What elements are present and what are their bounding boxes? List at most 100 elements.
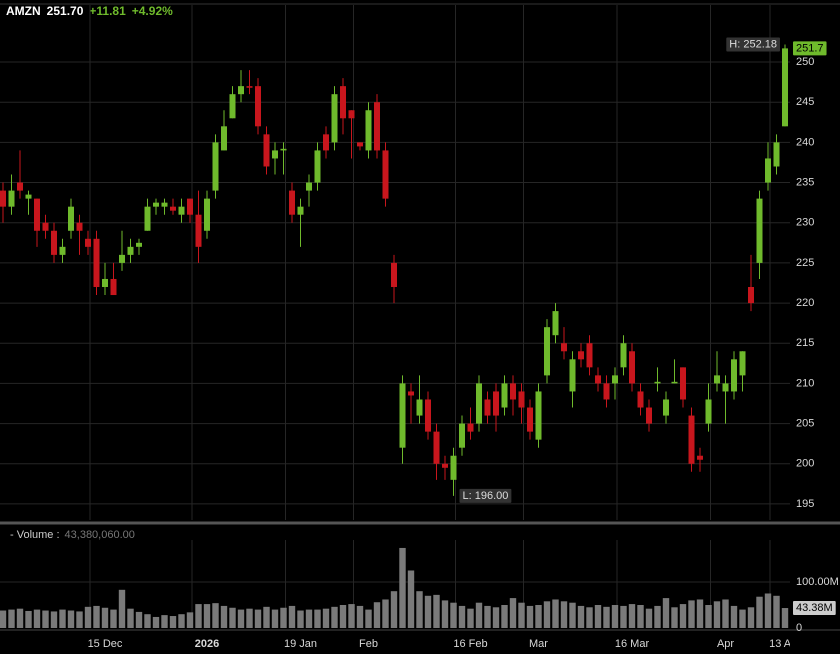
high-label-group: H: 252.18	[726, 37, 780, 52]
volume-bar	[560, 601, 568, 628]
volume-bar	[773, 595, 780, 628]
candle-body	[178, 206, 185, 215]
candle-body	[773, 142, 780, 167]
volume-bar	[688, 600, 695, 628]
last-price-tag: 251.7	[796, 42, 824, 54]
volume-bar	[271, 609, 279, 628]
candle-body	[416, 399, 423, 416]
candle-body	[195, 214, 202, 247]
candle-body	[646, 407, 652, 424]
candle-body	[365, 110, 372, 151]
volume-bar	[152, 616, 160, 628]
candle-body	[102, 278, 108, 288]
candle-body	[748, 287, 754, 304]
candle-body	[51, 230, 57, 255]
volume-bar	[0, 610, 7, 628]
volume-bar	[492, 607, 500, 628]
y-tick-label: 215	[796, 337, 814, 349]
candle-body	[255, 86, 261, 127]
y-tick-label: 245	[796, 96, 814, 108]
candle-body	[212, 142, 219, 191]
change-percent: +4.92%	[132, 4, 173, 18]
candle-body	[238, 86, 244, 95]
candle-body	[187, 198, 193, 215]
x-tick-label: 2026	[195, 638, 219, 650]
volume-bar	[458, 605, 466, 628]
candle-body	[731, 359, 737, 392]
volume-bar	[373, 602, 381, 628]
volume-bar	[679, 604, 687, 628]
candle-body	[25, 194, 32, 199]
volume-title: - Volume :	[10, 529, 60, 541]
candle-body	[136, 242, 142, 247]
candle-body	[705, 399, 712, 424]
x-tick-label: 16 Mar	[615, 638, 650, 650]
candle-body	[93, 238, 100, 288]
volume-bar	[101, 607, 109, 628]
x-tick-label: Feb	[359, 638, 378, 650]
candle-body	[433, 431, 440, 464]
candle-body	[450, 455, 457, 480]
volume-bar	[348, 604, 355, 628]
volume-bar	[135, 611, 143, 628]
candle-body	[620, 343, 627, 368]
candle-body	[739, 351, 746, 376]
volume-bar	[297, 610, 304, 628]
candle-body	[314, 150, 321, 183]
candle-body	[340, 86, 346, 119]
volume-bar	[50, 611, 58, 628]
volume-bar	[229, 607, 236, 628]
volume-bar	[110, 609, 117, 628]
candle-body	[527, 407, 533, 432]
volume-bar	[509, 598, 517, 628]
volume-bar	[356, 605, 364, 628]
candle-body	[280, 148, 287, 151]
candle-body	[297, 206, 304, 215]
y-tick-label: 200	[796, 458, 814, 470]
volume-bar	[186, 612, 194, 628]
candle-body	[263, 134, 270, 167]
volume-bar	[764, 593, 772, 628]
volume-bar	[467, 608, 474, 628]
volume-bar	[441, 600, 449, 628]
candle-body	[612, 375, 618, 384]
volume-bar	[603, 606, 610, 628]
volume-bar	[365, 609, 372, 628]
candle-body	[476, 383, 482, 424]
high-label: H: 252.18	[729, 38, 777, 50]
volume-bar	[671, 607, 678, 628]
candle-body	[714, 375, 720, 384]
y2-tick-label: 100.00M	[796, 576, 839, 588]
volume-bar	[628, 604, 636, 628]
volume-bar	[577, 605, 585, 628]
candle-body	[544, 327, 550, 376]
symbol: AMZN	[6, 4, 41, 18]
candle-body	[484, 399, 491, 416]
volume-bar	[424, 595, 432, 628]
volume-bar	[611, 604, 619, 628]
candle-body	[0, 190, 6, 207]
candle-body	[569, 359, 576, 392]
candle-body	[493, 391, 499, 416]
y-tick-label: 195	[796, 498, 814, 510]
candle-body	[501, 383, 508, 408]
volume-bar	[169, 616, 177, 628]
volume-bar	[305, 609, 313, 628]
candle-body	[765, 158, 771, 183]
y2-tick-label: 0	[796, 622, 802, 634]
low-label-box	[459, 488, 512, 503]
last-volume-tag-box	[793, 601, 836, 616]
candle-body	[722, 383, 729, 392]
candle-body	[663, 399, 669, 416]
candle-body	[467, 423, 474, 432]
y-tick-label: 225	[796, 257, 814, 269]
candle-body	[161, 202, 168, 207]
candle-body	[357, 142, 363, 147]
candle-body	[697, 455, 703, 460]
y-tick-label: 240	[796, 136, 814, 148]
x-tick-label: 16 Feb	[453, 638, 487, 650]
volume-bar	[433, 594, 440, 628]
volume-bar	[25, 610, 32, 628]
volume-bar	[569, 602, 576, 628]
